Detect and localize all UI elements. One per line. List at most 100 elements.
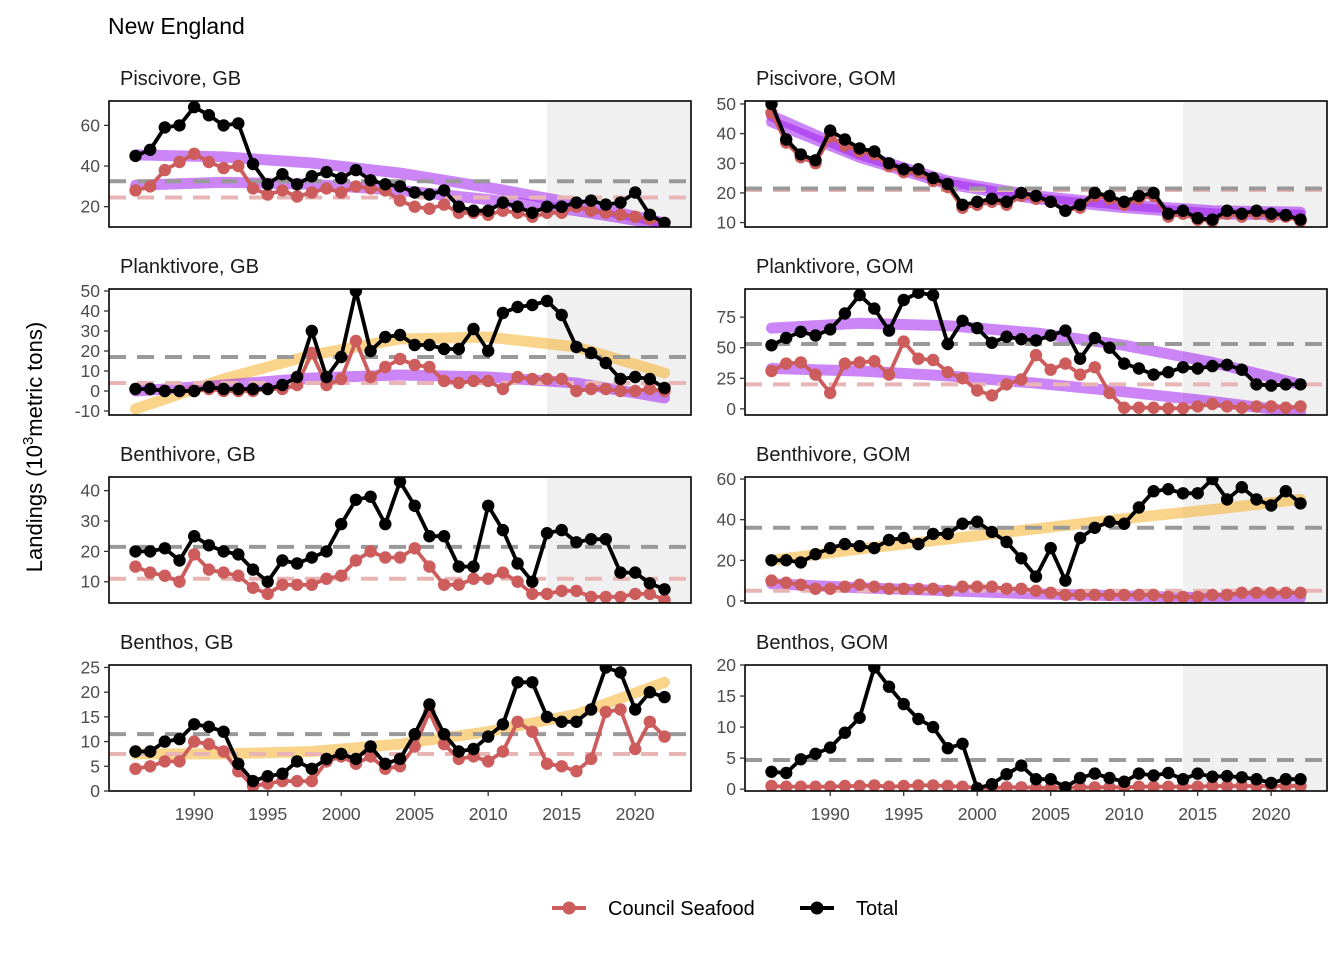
data-point-council [158, 755, 171, 768]
data-point-total [1162, 483, 1175, 496]
data-point-total [912, 712, 925, 726]
data-point-total [1176, 773, 1190, 786]
x-tick-label: 2005 [395, 804, 434, 824]
panel-title: Benthivore, GOM [756, 444, 911, 466]
data-point-total [1073, 771, 1087, 785]
data-point-council [437, 374, 451, 388]
data-point-total [246, 157, 260, 171]
data-point-council [1176, 590, 1190, 603]
data-point-total [1220, 493, 1234, 506]
data-point-council [188, 548, 201, 561]
data-point-total [1147, 368, 1160, 381]
y-tick-label: 0 [726, 591, 736, 611]
data-point-total [1279, 773, 1293, 786]
data-point-total [232, 757, 245, 770]
data-point-council [173, 155, 186, 169]
data-point-total [1059, 204, 1072, 217]
legend-item-council[interactable]: Council Seafood [552, 898, 755, 920]
data-point-council [305, 578, 318, 591]
data-point-total [1103, 515, 1116, 528]
data-point-total [1088, 186, 1102, 200]
data-point-council [555, 584, 568, 598]
data-point-total [540, 200, 554, 213]
data-point-total [897, 163, 910, 176]
data-point-total [926, 527, 940, 541]
legend-key-point-council [562, 901, 576, 915]
data-point-total [217, 119, 230, 132]
data-point-council [379, 360, 392, 374]
data-point-total [144, 545, 157, 558]
y-tick-label: 10 [81, 572, 101, 592]
data-point-total [511, 200, 524, 213]
data-point-council [614, 208, 627, 221]
data-point-total [290, 370, 304, 384]
data-point-total [1000, 768, 1013, 781]
data-point-council [526, 725, 539, 738]
data-point-council [423, 360, 436, 374]
data-point-total [1088, 331, 1102, 345]
data-point-total [202, 539, 216, 552]
data-point-total [1235, 207, 1249, 220]
data-point-total [956, 517, 969, 530]
data-point-council [1132, 588, 1146, 602]
data-point-council [629, 587, 642, 601]
data-point-council [188, 735, 201, 748]
plot-area [109, 289, 691, 415]
data-point-council [1162, 590, 1175, 603]
data-point-total [408, 186, 421, 199]
data-point-council [349, 334, 363, 348]
x-tick-label: 1990 [811, 804, 850, 824]
y-tick-label: 40 [717, 510, 737, 530]
data-point-total [1147, 186, 1160, 200]
data-point-council [985, 580, 999, 593]
data-point-total [809, 154, 822, 167]
y-tick-label: 20 [81, 541, 101, 561]
data-point-council [897, 779, 910, 791]
data-point-total [1279, 378, 1293, 391]
data-point-council [1265, 400, 1278, 413]
data-point-council [173, 755, 186, 768]
data-point-council [1015, 582, 1028, 595]
data-point-total [643, 208, 656, 221]
data-point-total [985, 336, 999, 349]
data-point-total [971, 515, 984, 528]
data-point-total [540, 527, 554, 540]
data-point-council [437, 737, 451, 751]
data-point-council [570, 765, 583, 778]
data-point-council [408, 200, 421, 213]
data-point-council [1250, 586, 1263, 599]
data-point-total [882, 533, 896, 547]
data-point-council [1235, 586, 1249, 599]
data-point-total [188, 530, 201, 543]
y-tick-label: 60 [81, 115, 101, 135]
data-point-council [482, 374, 495, 388]
data-point-total [1206, 213, 1219, 226]
data-point-total [1191, 211, 1204, 225]
data-point-total [809, 548, 822, 561]
data-point-total [496, 306, 510, 320]
data-point-council [971, 580, 984, 593]
data-point-council [780, 576, 793, 589]
data-point-total [540, 294, 554, 308]
data-point-council [423, 202, 436, 215]
data-point-council [956, 372, 969, 385]
data-point-total [320, 752, 333, 766]
data-point-total [526, 676, 539, 689]
legend-item-total[interactable]: Total [800, 898, 898, 920]
data-point-total [1000, 535, 1013, 549]
panel-benthivore-gom: Benthivore, GOM 0 20 40 60 [717, 444, 1328, 611]
data-point-total [1015, 186, 1028, 200]
data-point-council [246, 182, 260, 195]
data-point-total [290, 178, 304, 191]
data-point-total [511, 300, 524, 314]
data-point-total [1235, 771, 1249, 784]
data-point-council [1088, 588, 1102, 602]
data-point-total [482, 344, 495, 358]
data-point-total [305, 551, 318, 564]
data-point-total [926, 720, 940, 734]
data-point-council [794, 578, 807, 591]
data-point-total [643, 686, 656, 699]
data-point-council [868, 779, 881, 791]
data-point-council [1176, 402, 1190, 415]
data-point-council [765, 779, 778, 791]
